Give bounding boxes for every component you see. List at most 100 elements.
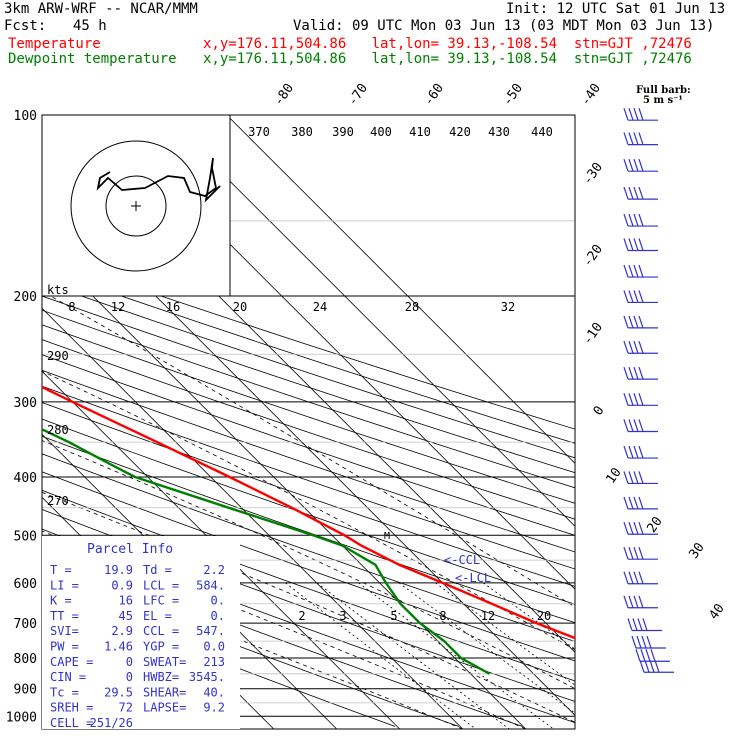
wind-barb-flag bbox=[628, 290, 634, 303]
parcel-info-key: CCL = bbox=[143, 624, 179, 638]
wind-barb-flag bbox=[638, 158, 644, 172]
parcel-info-value: 72 bbox=[119, 701, 133, 715]
dry-adiabat-line bbox=[42, 281, 575, 459]
hodograph-speed-label: 12 bbox=[111, 300, 125, 314]
wind-barb-flag bbox=[638, 264, 644, 278]
full-barb-label: Full barb: bbox=[636, 85, 691, 96]
wind-barb-flag bbox=[628, 522, 634, 535]
isotherm-label: -20 bbox=[580, 242, 606, 270]
wind-barb-flag bbox=[623, 213, 629, 227]
wind-barb-flag bbox=[633, 132, 639, 145]
parcel-info-value: 0.9 bbox=[111, 578, 133, 592]
parcel-info-key: PW = bbox=[50, 640, 79, 654]
ccl-label: <-CCL bbox=[444, 553, 480, 567]
wind-barb-flag bbox=[633, 393, 639, 406]
parcel-info-value: 16 bbox=[119, 594, 133, 608]
parcel-info-value: 0 bbox=[126, 670, 133, 684]
wind-barb-flag bbox=[623, 522, 629, 535]
pressure-tick-label: 700 bbox=[14, 617, 37, 632]
wind-barb-flag bbox=[633, 315, 639, 329]
parcel-info-key: LAPSE= bbox=[143, 701, 186, 715]
wind-barb-flag bbox=[638, 238, 644, 251]
parcel-info-value: 213 bbox=[203, 655, 225, 669]
wind-barb bbox=[623, 496, 658, 510]
wind-barb-flag bbox=[628, 158, 634, 172]
wind-barb-flag bbox=[631, 635, 637, 649]
mixing-ratio-label: 20 bbox=[537, 609, 551, 623]
dewpoint-profile bbox=[42, 428, 491, 675]
isotherm-label: -50 bbox=[500, 81, 526, 109]
theta-side-label: 270 bbox=[47, 494, 69, 508]
wind-barb bbox=[623, 471, 658, 485]
moist-adiabat-line bbox=[42, 440, 575, 690]
wind-barb bbox=[631, 635, 666, 649]
wind-barb-flag bbox=[623, 471, 629, 484]
wind-barb bbox=[623, 341, 658, 354]
wind-barb bbox=[635, 649, 670, 662]
parcel-info-row: T = 19.9 Td = 2.2 bbox=[50, 563, 225, 577]
wind-barb-flag bbox=[633, 496, 639, 510]
hodograph-trace bbox=[96, 157, 221, 203]
dry-adiabat-line bbox=[42, 354, 575, 536]
isotherm-label: 30 bbox=[686, 540, 707, 561]
mixing-ratio-label: 12 bbox=[481, 609, 495, 623]
wind-barb-flag bbox=[633, 238, 639, 251]
dewpoint-label: Dewpoint temperature bbox=[8, 51, 177, 67]
wind-barb bbox=[623, 107, 658, 121]
pressure-tick-label: 200 bbox=[14, 290, 37, 305]
theta-label: 380 bbox=[291, 125, 313, 139]
wind-barb bbox=[623, 595, 658, 609]
wind-barb bbox=[639, 660, 674, 673]
wind-barb-flag bbox=[627, 618, 633, 631]
wind-barb-flag bbox=[638, 571, 644, 584]
pressure-tick-label: 500 bbox=[14, 529, 37, 544]
theta-side-label: 290 bbox=[47, 349, 69, 363]
wind-barb-flag bbox=[628, 571, 634, 584]
mixing-ratio-line bbox=[435, 582, 575, 686]
theta-label: 410 bbox=[409, 125, 431, 139]
pressure-tick-label: 1000 bbox=[6, 710, 37, 725]
lcl-label: <-LCL bbox=[455, 571, 491, 585]
parcel-info-key: YGP = bbox=[143, 640, 179, 654]
temperature-label: Temperature bbox=[8, 36, 101, 52]
dry-adiabat-line bbox=[42, 569, 460, 727]
wind-barb-flag bbox=[639, 660, 645, 673]
sounding-profiles bbox=[42, 385, 575, 675]
wind-barb-flag bbox=[633, 471, 639, 484]
pressure-tick-label: 900 bbox=[14, 683, 37, 698]
theta-label: 430 bbox=[488, 125, 510, 139]
wind-barb-flag bbox=[623, 496, 629, 510]
parcel-info-row: CAPE = 0 SWEAT= 213 bbox=[50, 655, 225, 669]
dry-adiabat-line bbox=[42, 453, 575, 642]
wind-barb-flag bbox=[638, 186, 644, 200]
parcel-info-value: 0 bbox=[126, 655, 133, 669]
parcel-info-value: 29.5 bbox=[104, 685, 133, 699]
parcel-info-key: LCL = bbox=[143, 578, 179, 592]
isotherm-label: 40 bbox=[706, 601, 727, 622]
theta-label: 420 bbox=[449, 125, 471, 139]
wind-barb-flag bbox=[633, 445, 639, 459]
parcel-info-key: CAPE = bbox=[50, 655, 93, 669]
wind-barb-flag bbox=[633, 158, 639, 172]
isotherm-line bbox=[0, 115, 22, 729]
dry-adiabat-line bbox=[42, 324, 575, 504]
wind-barb-flag bbox=[633, 522, 639, 535]
wind-barb-flag bbox=[638, 419, 644, 432]
pressure-tick-label: 100 bbox=[14, 109, 37, 124]
theta-label: 370 bbox=[248, 125, 270, 139]
dewpoint-info: x,y=176.11,504.86 lat,lon= 39.13,-108.54… bbox=[203, 51, 692, 67]
mixing-ratio-line bbox=[482, 582, 575, 650]
hodograph-kts-label: kts bbox=[47, 283, 69, 297]
wind-barb bbox=[623, 132, 658, 146]
parcel-info-row: TT = 45 EL = 0. bbox=[50, 609, 225, 623]
pressure-tick-label: 800 bbox=[14, 652, 37, 667]
hodograph bbox=[41, 114, 231, 297]
hodograph-speed-label: 20 bbox=[233, 300, 247, 314]
wind-barb-flag bbox=[628, 315, 634, 329]
wind-barb-flag bbox=[623, 571, 629, 584]
mixing-ratio-label: 2 bbox=[298, 609, 305, 623]
fcst-value: 45 h bbox=[73, 18, 107, 34]
parcel-info-panel: Parcel Info T = 19.9 Td = 2.2 LI = 0.9 LCL = 58… bbox=[42, 536, 240, 730]
parcel-info-value: 2.9 bbox=[111, 624, 133, 638]
wind-barb-flag bbox=[623, 595, 629, 608]
